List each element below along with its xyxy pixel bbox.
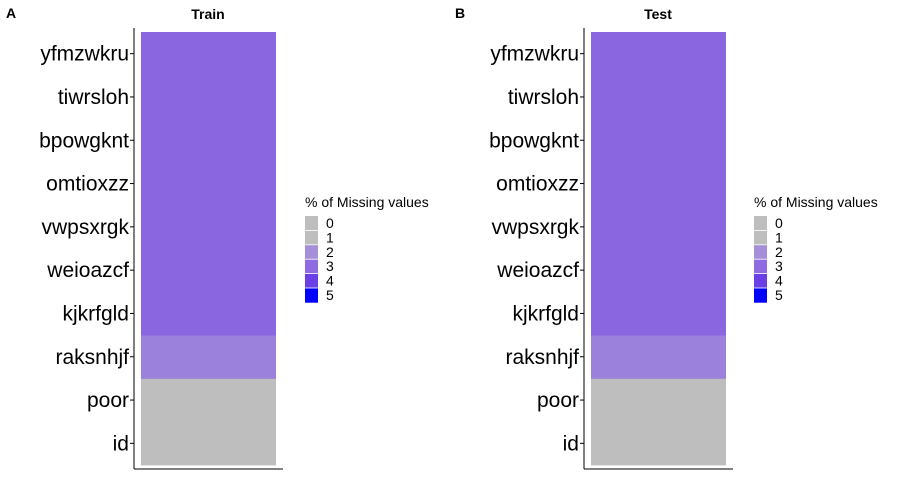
- legend-label: 3: [775, 258, 783, 274]
- category-label: poor: [87, 389, 129, 412]
- legend-label: 2: [775, 244, 783, 260]
- category-label: kjkrfgld: [62, 302, 129, 325]
- heatmap-cells: [591, 32, 726, 466]
- legend-swatch: [754, 244, 767, 260]
- heatmap-cell-tiwrsloh: [591, 75, 726, 119]
- category-label: tiwrsloh: [58, 86, 129, 109]
- legend-label: 1: [775, 229, 783, 245]
- heatmap-cell-poor: [141, 378, 276, 423]
- legend-label: 5: [326, 287, 334, 303]
- panel-title: Train: [191, 6, 224, 22]
- legend-swatch: [305, 230, 318, 246]
- category-label: bpowgknt: [39, 129, 129, 152]
- category-label: kjkrfgld: [512, 302, 579, 325]
- panel-test: B Test id poor raksnhjf kjkrfgld weioazcf vwp…: [455, 5, 733, 470]
- legend-swatch: [754, 216, 767, 231]
- legend-title: % of Missing values: [754, 194, 878, 210]
- category-label: id: [113, 432, 129, 455]
- category-label: raksnhjf: [505, 346, 579, 369]
- panel-tag: B: [455, 5, 465, 21]
- heatmap-cell-weioazcf: [591, 248, 726, 293]
- heatmap-cell-kjkrfgld: [591, 291, 726, 336]
- heatmap-cell-bpowgknt: [141, 118, 276, 163]
- heatmap-cell-omtioxzz: [141, 161, 276, 206]
- heatmap-cell-vwpsxrgk: [141, 205, 276, 249]
- legend-swatches: [305, 216, 318, 303]
- legend-label: 2: [326, 244, 334, 260]
- legend-swatch: [305, 288, 318, 303]
- legend-swatch: [305, 216, 318, 231]
- legend-swatch: [754, 259, 767, 274]
- heatmap-cell-id: [591, 421, 726, 466]
- legend-label: 5: [775, 287, 783, 303]
- heatmap-cell-yfmzwkru: [591, 32, 726, 76]
- heatmap-cell-tiwrsloh: [141, 75, 276, 119]
- heatmap-cell-weioazcf: [141, 248, 276, 293]
- category-label: raksnhjf: [55, 346, 129, 369]
- heatmap-cell-raksnhjf: [141, 335, 276, 379]
- panel-tag: A: [6, 5, 16, 21]
- heatmap-cell-poor: [591, 378, 726, 423]
- legend-label: 4: [326, 273, 334, 289]
- category-label: omtioxzz: [496, 173, 579, 196]
- category-label: vwpsxrgk: [491, 216, 579, 239]
- legend-swatch: [754, 273, 767, 289]
- legend-swatch: [754, 288, 767, 303]
- legend-swatch: [305, 259, 318, 274]
- legend-swatches: [754, 216, 767, 303]
- heatmap-cell-yfmzwkru: [141, 32, 276, 76]
- legend-label: 4: [775, 273, 783, 289]
- category-label: poor: [537, 389, 579, 412]
- panel-title: Test: [644, 6, 672, 22]
- heatmap-cell-kjkrfgld: [141, 291, 276, 336]
- legend-label: 3: [326, 258, 334, 274]
- legend-swatch: [754, 230, 767, 246]
- heatmap-cell-omtioxzz: [591, 161, 726, 206]
- category-label: id: [563, 432, 579, 455]
- category-label: yfmzwkru: [40, 43, 129, 66]
- axis-ticks: [580, 53, 584, 444]
- heatmap-cell-raksnhjf: [591, 335, 726, 379]
- legend-label: 0: [326, 215, 334, 231]
- axis-ticks: [130, 53, 134, 444]
- legend-label: 0: [775, 215, 783, 231]
- category-label: yfmzwkru: [490, 43, 579, 66]
- legend-swatch: [305, 273, 318, 289]
- heatmap-cells: [141, 32, 276, 466]
- heatmap-cell-id: [141, 421, 276, 466]
- legend-swatch: [305, 244, 318, 260]
- category-labels: id poor raksnhjf kjkrfgld weioazcf vwpsxrgk om…: [489, 43, 579, 456]
- category-label: omtioxzz: [46, 173, 129, 196]
- heatmap-cell-vwpsxrgk: [591, 205, 726, 249]
- category-label: weioazcf: [46, 259, 129, 282]
- category-label: tiwrsloh: [508, 86, 579, 109]
- legend-title: % of Missing values: [305, 194, 429, 210]
- heatmap-cell-bpowgknt: [591, 118, 726, 163]
- category-label: vwpsxrgk: [41, 216, 129, 239]
- panel-train: A Train id poor raksnhjf kjkrfgld weioazcf vw…: [6, 5, 283, 470]
- category-labels: id poor raksnhjf kjkrfgld weioazcf vwpsxrgk om…: [39, 43, 129, 456]
- category-label: bpowgknt: [489, 129, 579, 152]
- legend-label: 1: [326, 229, 334, 245]
- category-label: weioazcf: [496, 259, 579, 282]
